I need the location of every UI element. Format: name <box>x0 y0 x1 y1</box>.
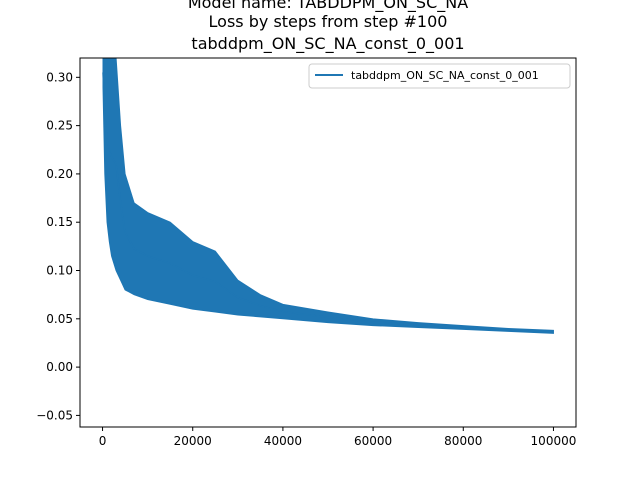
chart-title-line-1: Model name: TABDDPM_ON_SC_NA <box>188 0 468 13</box>
y-tick-label: 0.30 <box>46 70 73 84</box>
y-tick-label: 0.10 <box>46 264 73 278</box>
x-tick-label: 20000 <box>174 434 212 448</box>
series-line-0 <box>102 72 554 333</box>
legend-label: tabddpm_ON_SC_NA_const_0_001 <box>351 69 539 82</box>
y-tick-label: 0.15 <box>46 215 73 229</box>
legend-box <box>308 63 571 89</box>
y-tick-label: 0.05 <box>46 312 73 326</box>
ticks-layer: 0 20000 40000 60000 80000 100000 −0.05 0.00 0.05… <box>36 70 576 448</box>
legend: tabddpm_ON_SC_NA_const_0_001 <box>308 63 571 89</box>
series-band-0 <box>102 57 554 334</box>
x-tick-label: 80000 <box>444 434 482 448</box>
x-tick-label: 100000 <box>531 434 577 448</box>
y-tick-label: 0.00 <box>46 360 73 374</box>
y-tick-label: 0.25 <box>46 119 73 133</box>
y-tick-label: −0.05 <box>36 408 73 422</box>
series-layer <box>102 57 554 334</box>
y-tick-label: 0.20 <box>46 167 73 181</box>
x-tick-label: 40000 <box>264 434 302 448</box>
chart-title-line-3: tabddpm_ON_SC_NA_const_0_001 <box>191 34 464 54</box>
x-tick-label: 0 <box>99 434 107 448</box>
x-tick-label: 60000 <box>354 434 392 448</box>
plot-frame <box>79 57 577 428</box>
chart-title-line-2: Loss by steps from step #100 <box>209 12 448 31</box>
